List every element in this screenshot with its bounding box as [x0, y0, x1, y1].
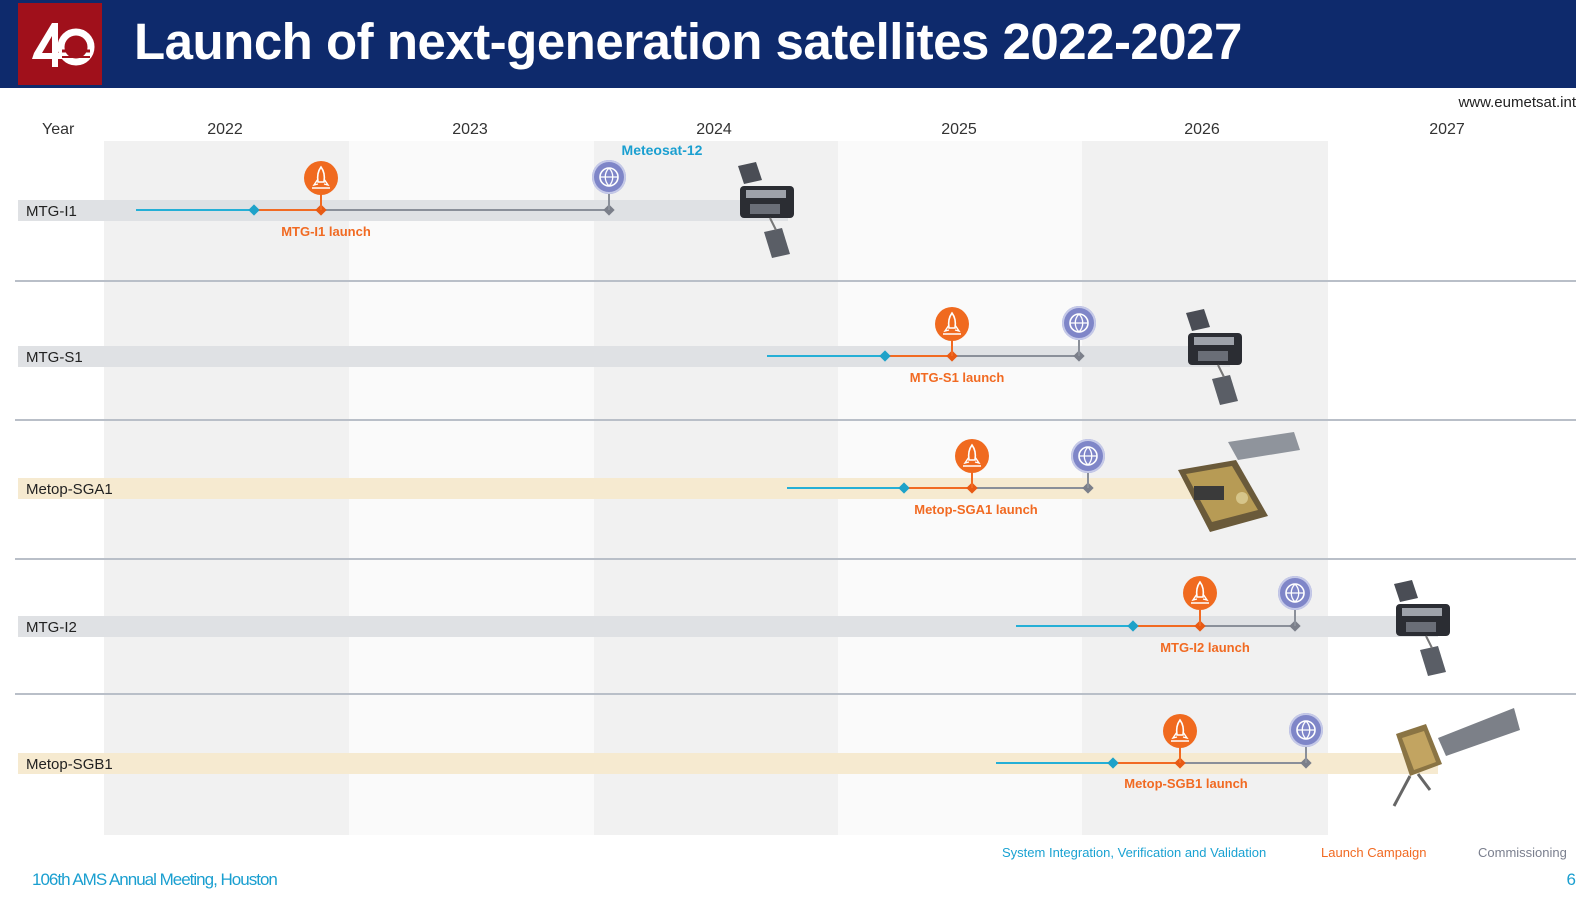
legend-integration: System Integration, Verification and Val…	[1002, 845, 1267, 860]
row-label-metop-sga1: Metop-SGA1	[26, 481, 113, 498]
commissioning-marker	[1278, 576, 1312, 610]
rocket-icon	[1171, 718, 1189, 742]
satellite-icon	[738, 162, 794, 258]
launch-marker	[1163, 714, 1197, 748]
launch-stem	[1179, 747, 1181, 763]
page-number: 6	[1566, 870, 1576, 889]
title-banner: Launch of next-generation satellites 202…	[0, 0, 1576, 88]
rocket-icon	[312, 165, 330, 189]
globe-icon	[1285, 583, 1305, 603]
launch-campaign-segment	[1137, 625, 1200, 627]
row-label-mtg-i2: MTG-I2	[26, 619, 77, 636]
row-divider	[15, 693, 1576, 695]
commissioning-label: Meteosat-12	[621, 142, 703, 158]
integration-segment	[136, 209, 254, 211]
rocket-icon	[943, 311, 961, 335]
globe-icon	[1296, 720, 1316, 740]
commissioning-stem	[608, 193, 610, 210]
commissioning-segment	[972, 487, 1088, 489]
satellite-image	[728, 160, 808, 270]
integration-segment	[787, 487, 904, 489]
launch-marker	[935, 307, 969, 341]
launch-label: MTG-I2 launch	[1160, 640, 1250, 655]
legend-launch: Launch Campaign	[1321, 845, 1427, 860]
globe-icon	[599, 167, 619, 187]
launch-campaign-segment	[908, 487, 972, 489]
commissioning-stem	[1087, 471, 1089, 488]
commissioning-segment	[1180, 762, 1306, 764]
row-label-metop-sgb1: Metop-SGB1	[26, 756, 113, 773]
commissioning-stem	[1078, 339, 1080, 356]
integration-segment	[767, 355, 885, 357]
satellite-icon	[1392, 708, 1520, 807]
page-title: Launch of next-generation satellites 202…	[134, 13, 1242, 70]
satellite-image	[1384, 578, 1464, 688]
integration-segment	[996, 762, 1113, 764]
commissioning-stem	[1305, 746, 1307, 763]
commissioning-marker	[592, 160, 626, 194]
commissioning-marker	[1062, 306, 1096, 340]
row-divider	[15, 558, 1576, 560]
launch-label: MTG-I1 launch	[281, 224, 371, 239]
lane-mtg-s1	[18, 346, 1230, 367]
lane-metop-sgb1	[18, 753, 1438, 774]
launch-campaign-segment	[889, 355, 952, 357]
satellite-image	[1176, 307, 1256, 417]
integration-segment	[1016, 625, 1133, 627]
rocket-icon	[1191, 580, 1209, 604]
commissioning-marker	[1289, 713, 1323, 747]
anniversary-logo	[18, 3, 102, 85]
satellite-icon	[1178, 432, 1300, 532]
anniversary-logo-icon	[32, 23, 95, 67]
launch-marker	[1183, 576, 1217, 610]
launch-stem	[320, 194, 322, 210]
launch-stem	[971, 472, 973, 488]
launch-marker	[955, 439, 989, 473]
launch-stem	[951, 340, 953, 356]
satellite-icon	[1394, 580, 1450, 676]
commissioning-segment	[321, 209, 609, 211]
year-label: 2022	[207, 121, 243, 138]
commissioning-segment	[1200, 625, 1295, 627]
commissioning-marker	[1071, 439, 1105, 473]
footer-meeting: 106th AMS Annual Meeting, Houston	[32, 870, 278, 889]
globe-icon	[1069, 313, 1089, 333]
year-label: 2026	[1184, 121, 1220, 138]
website-url[interactable]: www.eumetsat.int	[1458, 94, 1576, 111]
satellite-icon	[1186, 309, 1242, 405]
row-label-mtg-i1: MTG-I1	[26, 203, 77, 220]
year-label: 2024	[696, 121, 732, 138]
legend-commissioning: Commissioning	[1478, 845, 1567, 860]
launch-marker	[304, 161, 338, 195]
launch-stem	[1199, 610, 1201, 626]
launch-label: Metop-SGA1 launch	[914, 502, 1038, 517]
row-divider	[15, 419, 1576, 421]
year-label: 2027	[1429, 121, 1465, 138]
launch-campaign-segment	[1117, 762, 1180, 764]
commissioning-stem	[1294, 609, 1296, 626]
commissioning-segment	[952, 355, 1079, 357]
row-label-mtg-s1: MTG-S1	[26, 349, 83, 366]
launch-label: Metop-SGB1 launch	[1124, 776, 1248, 791]
year-axis-label: Year	[42, 121, 75, 138]
globe-icon	[1078, 446, 1098, 466]
rocket-icon	[963, 443, 981, 467]
lane-mtg-i2	[18, 616, 1438, 637]
row-divider	[15, 280, 1576, 282]
launch-label: MTG-S1 launch	[909, 370, 1005, 385]
satellite-image	[1386, 704, 1522, 815]
year-label: 2025	[941, 121, 977, 138]
satellite-image	[1172, 430, 1304, 545]
launch-campaign-segment	[258, 209, 321, 211]
year-label: 2023	[452, 121, 488, 138]
